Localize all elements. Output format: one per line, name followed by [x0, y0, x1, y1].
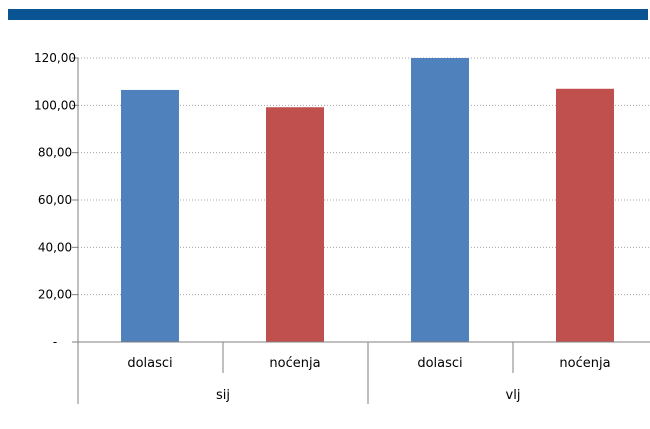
bars	[121, 58, 614, 343]
y-tick-label: 20,00	[38, 288, 72, 302]
category-label: dolasci	[127, 356, 172, 371]
bar-4	[556, 88, 614, 343]
y-tick-label: -	[53, 335, 57, 349]
category-label: noćenja	[559, 356, 610, 371]
axes	[72, 57, 650, 404]
bar-1	[121, 89, 179, 342]
bar-3	[411, 58, 469, 342]
group-label: vlj	[506, 388, 521, 403]
y-tick-label: 60,00	[38, 193, 72, 207]
bar-2	[266, 107, 324, 342]
group-label: sij	[216, 388, 230, 403]
gridlines	[78, 57, 650, 296]
category-label: noćenja	[269, 356, 320, 371]
category-labels: dolasci noćenja dolasci noćenja sij vlj	[127, 356, 610, 403]
y-tick-label: 120,00	[34, 51, 76, 65]
y-tick-label: 80,00	[38, 146, 72, 160]
header-band	[8, 9, 648, 20]
y-tick-label: 40,00	[38, 240, 72, 254]
category-label: dolasci	[417, 356, 462, 371]
y-tick-label: 100,00	[34, 98, 76, 112]
y-tick-labels: - 20,00 40,00 60,00 80,00 100,00 120,00	[34, 51, 76, 349]
